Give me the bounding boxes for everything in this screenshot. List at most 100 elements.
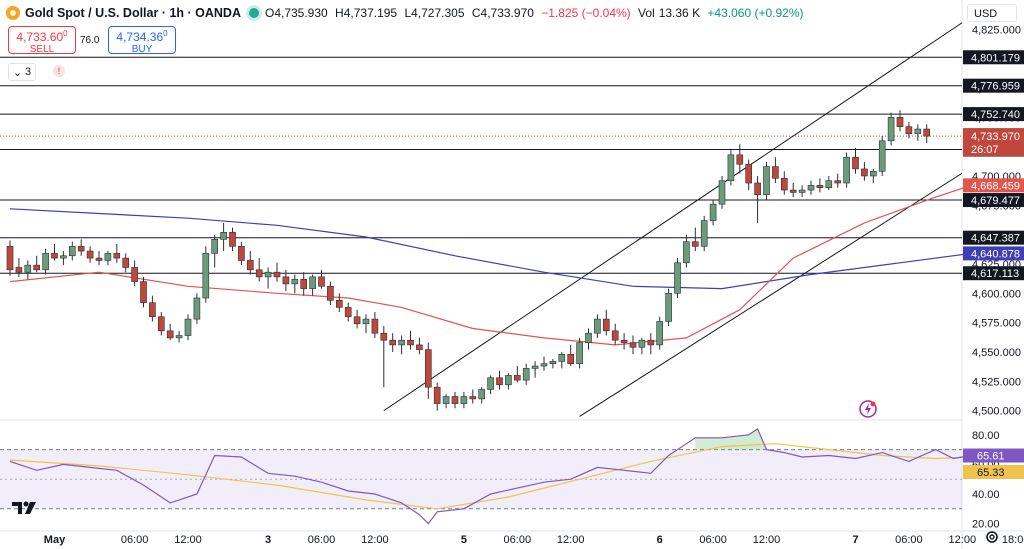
candle [505,373,512,390]
candle [389,333,397,352]
candle [247,251,254,275]
channel-lower-line [579,172,962,417]
candle [513,366,521,383]
candle-body [914,128,922,135]
candle [140,276,147,308]
candle-body [896,117,904,128]
candle-body [158,316,165,332]
candle-body [629,342,637,348]
rsi-value-tag-bg [963,448,1024,463]
candle [736,144,744,174]
candle-body [594,318,601,334]
candle [344,302,352,322]
level-label: 4,801.179 [971,52,1020,64]
candle [852,147,859,174]
candle [691,227,699,252]
low-value: L4,727.305 [404,6,465,20]
change-value: −1.825 (−0.04%) [541,6,631,20]
buy-price: 4,734.36 [116,30,164,44]
candle [825,175,833,191]
x-tick-label: 7 [852,534,858,546]
level-label: 4,647.387 [971,233,1020,245]
x-tick-label: 06:00 [121,534,149,546]
candle-body [861,168,868,177]
candle-body [638,339,646,348]
buy-button[interactable]: 4,734.360 BUY [108,26,176,55]
candle [923,124,931,144]
rsi-line [9,428,972,525]
spread-value: 76.0 [80,35,100,46]
candle-body [95,257,103,261]
y-tick-label: 4,550.000 [972,347,1021,359]
candle [238,241,245,266]
candle [416,337,423,355]
candle [861,161,868,181]
level-label-bg [963,50,1024,65]
candle-body [24,264,32,273]
candle-body [442,396,450,404]
candle [122,253,129,273]
sma-long-label-bg [963,246,1024,261]
candle-body [487,377,494,390]
candle-body [86,250,94,259]
candle [95,251,103,266]
candle [754,175,761,223]
currency-select[interactable]: USD [967,4,1017,22]
candle-body [674,262,681,294]
candle [255,258,263,282]
candle-body [709,203,717,221]
sell-button[interactable]: 4,733.600 SELL [8,26,76,55]
rsi-ma-line [9,443,972,510]
sell-price: 4,733.60 [16,30,64,44]
candle [158,312,165,336]
candle-body [567,354,575,364]
rsi-tick-label: 40.00 [972,489,1000,501]
candle-body [754,182,761,196]
x-tick-label: 12:00 [174,534,202,546]
candle [273,262,281,282]
candle [309,274,316,296]
candle-body [727,154,735,181]
candle [674,258,681,298]
candle [229,227,236,252]
candle-body [540,363,548,367]
sma-long-line [9,208,972,290]
candle-body [611,330,619,341]
volume-label: Vol [638,6,655,20]
candle [629,335,637,355]
candle [442,394,450,409]
indicator-count: 3 [25,66,32,78]
candle [496,370,503,390]
alert-icon[interactable]: ! [53,65,65,77]
candle [202,246,210,303]
x-tick-label: 12:00 [361,534,389,546]
countdown-label: 26:07 [971,144,999,156]
x-tick-label: 18:00 [1002,534,1024,546]
candle-body [184,318,192,336]
candle [60,251,67,266]
candle [665,288,672,327]
level-label-bg [963,266,1024,281]
candle [798,185,806,198]
gear-icon[interactable] [985,530,999,544]
candle [905,122,913,139]
rsi-overbought-fill [695,428,767,450]
candle [469,389,477,404]
candle [638,337,646,355]
x-tick-label: 06:00 [308,534,336,546]
candle [487,375,494,395]
candle-body [318,276,325,287]
last-price-label: 4,733.970 [971,131,1020,143]
candle [576,337,583,369]
buy-label: BUY [131,44,153,55]
symbol-title[interactable]: Gold Spot / U.S. Dollar · 1h · OANDA [25,6,241,20]
candle-body [300,278,308,289]
candle [380,326,388,388]
x-tick-label: 06:00 [504,534,532,546]
indicators-collapse-button[interactable]: ⌄ 3 [8,63,36,81]
candle [816,178,824,193]
candle [220,222,227,252]
y-tick-label: 4,500.000 [972,406,1021,418]
lightning-icon[interactable] [859,400,877,418]
